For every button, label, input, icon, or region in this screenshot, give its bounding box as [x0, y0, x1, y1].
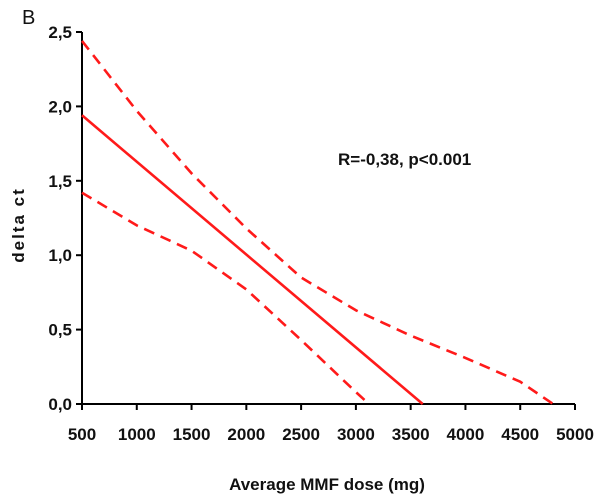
regression-line: [81, 114, 424, 405]
correlation-annotation: R=-0,38, p<0.001: [338, 150, 471, 169]
y-tick-label: 1,5: [48, 172, 72, 191]
y-tick-label: 0,0: [48, 395, 72, 414]
y-tick-label: 1,0: [48, 246, 72, 265]
panel-label: B: [22, 7, 35, 29]
x-tick-label: 4500: [501, 425, 539, 444]
x-ticks: 500 1000 1500 2000 2500 3000 3500 4000 4500 5000: [68, 404, 594, 444]
y-tick-label: 2,5: [48, 23, 72, 42]
x-axis-label: Average MMF dose (mg): [229, 475, 425, 494]
x-tick-label: 3000: [337, 425, 375, 444]
y-tick-label: 2,0: [48, 97, 72, 116]
y-tick-label: 0,5: [48, 321, 72, 340]
upper-confidence-line: [80, 40, 554, 406]
lower-confidence-line: [81, 191, 370, 405]
x-tick-label: 5000: [556, 425, 594, 444]
x-tick-label: 2500: [282, 425, 320, 444]
x-tick-label: 1500: [173, 425, 211, 444]
x-tick-label: 1000: [118, 425, 156, 444]
y-axis-label: delta ct: [9, 187, 28, 263]
x-tick-label: 500: [68, 425, 96, 444]
x-tick-label: 2000: [227, 425, 265, 444]
axes: [81, 32, 575, 405]
y-ticks: 0,0 0,5 1,0 1,5 2,0 2,5: [48, 23, 82, 414]
x-tick-label: 4000: [447, 425, 485, 444]
x-tick-label: 3500: [392, 425, 430, 444]
series-group: [80, 40, 554, 406]
